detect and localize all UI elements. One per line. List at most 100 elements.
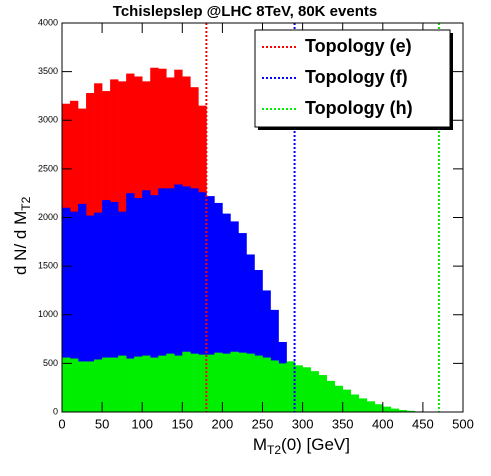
y-tick-label: 2500 bbox=[38, 163, 58, 173]
histogram-bar bbox=[390, 408, 400, 412]
histogram-bar bbox=[302, 367, 311, 412]
histogram-bar bbox=[166, 353, 175, 412]
histogram-bar bbox=[110, 357, 119, 412]
histogram-bar bbox=[126, 358, 135, 412]
histogram-bar bbox=[174, 184, 183, 412]
histogram-bar bbox=[254, 270, 263, 412]
histogram-bar bbox=[206, 196, 215, 412]
y-tick-label: 500 bbox=[43, 358, 58, 368]
histogram-bar bbox=[230, 351, 239, 412]
x-tick-label: 250 bbox=[252, 416, 274, 431]
histogram-bar bbox=[190, 188, 199, 412]
x-tick-label: 300 bbox=[292, 416, 314, 431]
x-tick-label: 200 bbox=[212, 416, 234, 431]
histogram-bar bbox=[246, 254, 255, 412]
histogram-bar bbox=[70, 358, 79, 412]
x-label-main: M bbox=[253, 435, 267, 454]
histogram-bar bbox=[358, 398, 368, 412]
y-tick-label: 1000 bbox=[38, 309, 58, 319]
histogram-bar bbox=[318, 375, 327, 412]
histogram-bar bbox=[278, 363, 287, 412]
histogram-bar bbox=[262, 290, 271, 412]
histogram-bar bbox=[270, 360, 279, 412]
histogram-bar bbox=[334, 385, 343, 412]
histogram-bar bbox=[62, 207, 71, 412]
histogram-bar bbox=[78, 203, 87, 412]
histogram-bar bbox=[142, 190, 151, 412]
histogram-bar bbox=[222, 213, 231, 412]
histogram-bar bbox=[366, 401, 376, 412]
histogram-bar bbox=[86, 361, 95, 412]
histogram-bar bbox=[286, 361, 295, 412]
histogram-bar bbox=[150, 357, 159, 412]
histogram-bar bbox=[222, 353, 231, 412]
histogram-bar bbox=[342, 389, 352, 412]
chart-title: Tchislepslep @LHC 8TeV, 80K events bbox=[113, 3, 377, 20]
histogram-bar bbox=[174, 355, 183, 412]
histogram-bar bbox=[230, 221, 239, 412]
x-label-rest: (0) [GeV] bbox=[281, 435, 350, 454]
histogram-bar bbox=[310, 371, 319, 412]
histogram-bar bbox=[374, 404, 384, 412]
histogram-bar bbox=[166, 188, 175, 412]
histogram-bar bbox=[78, 361, 87, 412]
histogram-bar bbox=[158, 188, 167, 412]
histogram-bar bbox=[134, 356, 143, 412]
histogram-bar bbox=[110, 201, 119, 412]
histogram-bar bbox=[126, 193, 135, 412]
histogram-bar bbox=[150, 195, 159, 412]
x-tick-label: 100 bbox=[131, 416, 153, 431]
x-tick-label: 450 bbox=[412, 416, 434, 431]
histogram-bar bbox=[94, 212, 103, 412]
histogram-bar bbox=[214, 202, 223, 412]
y-label-main: d N/ d M bbox=[11, 211, 30, 275]
histogram-bar bbox=[102, 199, 111, 412]
histogram-bar bbox=[198, 192, 207, 412]
histogram-bar bbox=[382, 406, 392, 412]
y-tick-label: 0 bbox=[53, 406, 58, 416]
x-axis-label: MT2(0) [GeV] bbox=[253, 435, 350, 457]
histogram-bar bbox=[294, 365, 303, 412]
legend: Topology (e) Topology (f) Topology (h) bbox=[254, 29, 453, 130]
histogram-bar bbox=[190, 353, 199, 412]
histogram-bar bbox=[70, 211, 79, 412]
x-tick-label: 50 bbox=[95, 416, 109, 431]
histogram-bar bbox=[94, 359, 103, 412]
histogram-bar bbox=[326, 380, 335, 412]
x-label-sub: T2 bbox=[267, 443, 281, 457]
histogram-bar bbox=[398, 410, 408, 412]
histogram-bar bbox=[262, 357, 271, 412]
histogram-bar bbox=[182, 351, 191, 412]
x-tick-label: 500 bbox=[452, 416, 474, 431]
y-tick-label: 2000 bbox=[38, 212, 58, 222]
histogram-bar bbox=[118, 211, 127, 412]
histogram-bar bbox=[118, 355, 127, 412]
x-tick-label: 150 bbox=[171, 416, 193, 431]
histogram-bar bbox=[182, 186, 191, 412]
histogram-bar bbox=[246, 353, 255, 412]
y-tick-label: 3500 bbox=[38, 66, 58, 76]
x-tick-label: 350 bbox=[332, 416, 354, 431]
histogram-bar bbox=[158, 355, 167, 412]
histogram-bar bbox=[350, 394, 360, 412]
x-tick-label: 400 bbox=[372, 416, 394, 431]
legend-label: Topology (h) bbox=[305, 98, 413, 118]
y-tick-label: 4000 bbox=[38, 17, 58, 27]
histogram-bar bbox=[102, 357, 111, 412]
legend-label: Topology (f) bbox=[305, 67, 408, 87]
y-label-sub: T2 bbox=[19, 196, 33, 210]
legend-label: Topology (e) bbox=[305, 36, 412, 56]
histogram-bar bbox=[406, 410, 416, 412]
x-tick-label: 0 bbox=[58, 416, 65, 431]
histogram-bar bbox=[86, 215, 95, 412]
histogram-bar bbox=[254, 355, 263, 412]
histogram-bar bbox=[214, 352, 223, 412]
histogram-bar bbox=[62, 357, 71, 412]
histogram-bar bbox=[238, 233, 247, 412]
y-tick-label: 3000 bbox=[38, 115, 58, 125]
histogram-bar bbox=[134, 198, 143, 412]
y-tick-label: 1500 bbox=[38, 261, 58, 271]
y-axis-label: d N/ d MT2 bbox=[11, 196, 33, 275]
histogram-bar bbox=[206, 354, 215, 412]
